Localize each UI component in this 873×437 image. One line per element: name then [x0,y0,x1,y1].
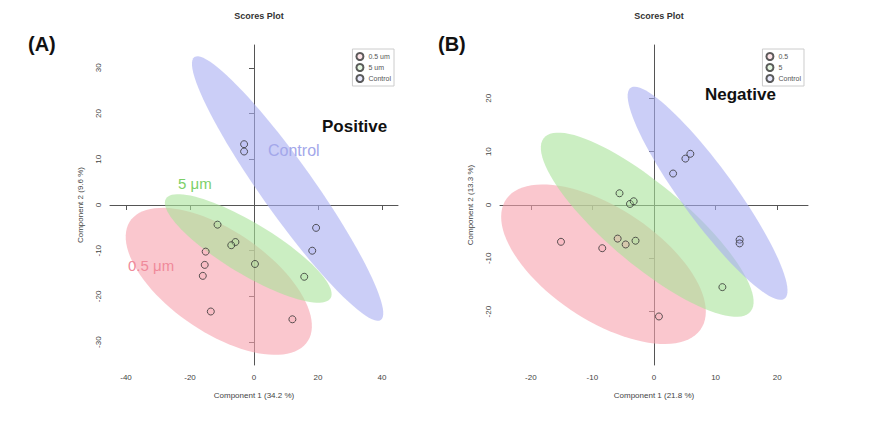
svg-text:-10: -10 [94,244,103,256]
svg-text:-20: -20 [525,373,537,382]
svg-text:20: 20 [314,373,323,382]
svg-text:Control: Control [778,75,801,82]
svg-text:10: 10 [711,373,720,382]
svg-text:-20: -20 [484,305,493,317]
svg-text:10: 10 [484,147,493,156]
svg-text:-10: -10 [484,252,493,264]
svg-text:Scores Plot: Scores Plot [634,11,684,21]
svg-text:-40: -40 [120,373,132,382]
svg-text:Component 1 (34.2 %): Component 1 (34.2 %) [214,391,295,400]
svg-text:-20: -20 [184,373,196,382]
svg-text:Component 2 (13.3 %): Component 2 (13.3 %) [466,164,475,245]
svg-text:5 um: 5 um [368,64,384,71]
svg-text:20: 20 [773,373,782,382]
svg-text:5: 5 [778,64,782,71]
svg-text:40: 40 [378,373,387,382]
svg-text:0: 0 [252,373,257,382]
svg-text:(B): (B) [438,33,466,55]
svg-text:30: 30 [94,63,103,72]
svg-text:0.5 μm: 0.5 μm [128,257,174,274]
svg-text:0: 0 [94,202,103,207]
svg-text:20: 20 [484,93,493,102]
svg-text:Control: Control [368,75,391,82]
svg-text:Control: Control [268,142,320,159]
svg-text:Scores Plot: Scores Plot [234,11,284,21]
svg-text:Component 2 (9.6 %): Component 2 (9.6 %) [76,167,85,243]
svg-text:-10: -10 [587,373,599,382]
svg-text:20: 20 [94,109,103,118]
svg-text:Negative: Negative [705,85,776,104]
svg-text:-30: -30 [94,336,103,348]
svg-text:0: 0 [484,202,493,207]
svg-text:0: 0 [652,373,657,382]
svg-text:Positive: Positive [322,117,387,136]
svg-text:0.5: 0.5 [778,53,788,60]
svg-text:-20: -20 [94,290,103,302]
svg-text:10: 10 [94,154,103,163]
svg-text:Component 1 (21.8 %): Component 1 (21.8 %) [614,391,695,400]
svg-text:5 μm: 5 μm [178,175,212,192]
svg-text:(A): (A) [28,33,56,55]
svg-text:0.5 um: 0.5 um [368,53,390,60]
